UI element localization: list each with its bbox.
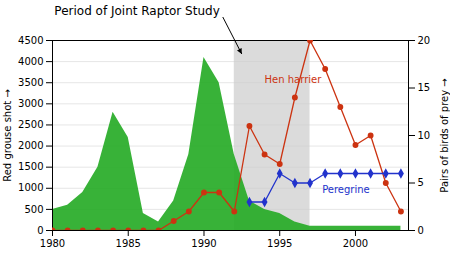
svg-text:10: 10 <box>418 130 431 141</box>
svg-text:0: 0 <box>37 225 43 236</box>
svg-text:2000: 2000 <box>18 140 43 151</box>
svg-text:Red grouse shot →: Red grouse shot → <box>2 89 13 182</box>
svg-text:20: 20 <box>418 35 431 46</box>
svg-text:2000: 2000 <box>343 238 368 249</box>
svg-text:4500: 4500 <box>18 35 43 46</box>
svg-text:0: 0 <box>418 225 424 236</box>
svg-text:4000: 4000 <box>18 56 43 67</box>
svg-text:1985: 1985 <box>116 238 141 249</box>
svg-text:3500: 3500 <box>18 77 43 88</box>
svg-text:5: 5 <box>418 177 424 188</box>
svg-text:1980: 1980 <box>40 238 65 249</box>
svg-text:Period of Joint Raptor Study: Period of Joint Raptor Study <box>54 4 219 18</box>
svg-text:1000: 1000 <box>18 182 43 193</box>
svg-text:1500: 1500 <box>18 161 43 172</box>
svg-text:1990: 1990 <box>191 238 216 249</box>
svg-text:Pairs of birds of prey →: Pairs of birds of prey → <box>439 78 450 192</box>
svg-text:2500: 2500 <box>18 119 43 130</box>
svg-text:Peregrine: Peregrine <box>322 184 370 195</box>
svg-text:3000: 3000 <box>18 98 43 109</box>
svg-text:15: 15 <box>418 82 431 93</box>
svg-text:Hen harrier: Hen harrier <box>265 74 323 85</box>
svg-text:500: 500 <box>24 204 43 215</box>
svg-text:1995: 1995 <box>267 238 292 249</box>
